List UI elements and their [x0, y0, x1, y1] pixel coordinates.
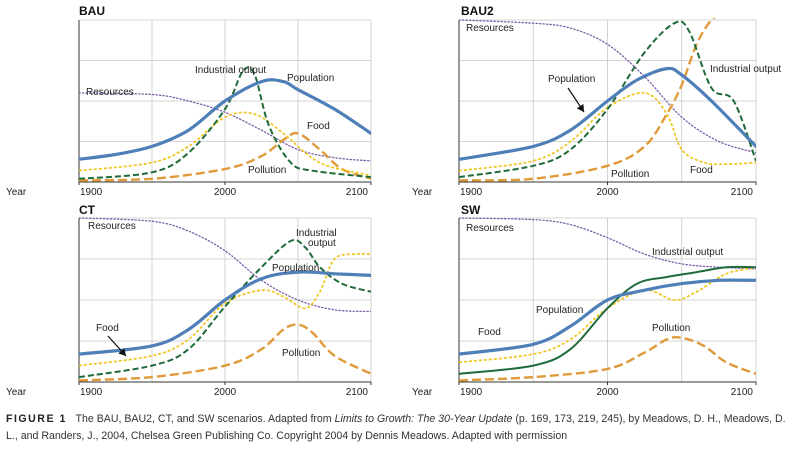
x-tick-label: 1900 — [80, 187, 103, 198]
series-pollution — [459, 18, 716, 182]
x-tick-label: 2100 — [346, 187, 369, 198]
annotation-label: Industrial output — [710, 64, 781, 75]
x-axis-prefix: Year — [412, 387, 433, 398]
chart-sw: SW Year 1900 2000 2100 Resources Industrial ou… — [412, 203, 757, 398]
series-resources — [459, 217, 756, 270]
x-tick-label: 1900 — [460, 187, 483, 198]
chart-bau2: BAU2 Year 1900 2000 2100 Resources Population I… — [412, 4, 781, 198]
annotation-label: Resources — [466, 23, 514, 34]
annotation-label: Food — [690, 165, 713, 176]
series-group — [459, 18, 756, 182]
annotation-label: Industrial output — [195, 65, 266, 76]
series-resources — [459, 19, 756, 154]
x-tick-label: 2100 — [346, 387, 369, 398]
series-group — [459, 217, 756, 382]
x-axis-prefix: Year — [6, 387, 27, 398]
annotation-label: Resources — [86, 87, 134, 98]
annotation-label: Population — [536, 305, 583, 316]
series-population — [459, 66, 756, 161]
x-tick-label: 2000 — [596, 187, 619, 198]
annotation-label: Food — [478, 327, 501, 338]
series-pollution — [459, 335, 756, 382]
series-industrial-output — [459, 20, 756, 179]
annotation-label: Industrial output — [652, 247, 723, 258]
x-tick-label: 2100 — [731, 187, 754, 198]
annotation-label: Food — [307, 121, 330, 132]
series-pollution — [79, 323, 371, 382]
panel-title: BAU — [79, 4, 105, 18]
x-axis-prefix: Year — [412, 187, 433, 198]
series-pollution — [79, 131, 371, 182]
x-tick-label: 2100 — [731, 387, 754, 398]
caption-rest: (p. 169, 173, 219, 245), by Meadows, D. … — [6, 413, 786, 442]
annotation-label: output — [308, 238, 336, 249]
annotation-label: Industrial — [296, 228, 337, 239]
food-callout-arrow-head — [118, 348, 126, 356]
series-resources — [79, 217, 371, 313]
population-callout-arrow-head — [576, 103, 584, 112]
series-population — [79, 270, 371, 356]
panel-title: CT — [79, 203, 96, 217]
panel-title: SW — [461, 203, 481, 217]
annotation-label: Pollution — [652, 323, 690, 334]
annotation-label: Population — [272, 263, 319, 274]
annotation-label: Resources — [466, 223, 514, 234]
series-group — [79, 66, 371, 182]
annotation-label: Population — [548, 74, 595, 85]
x-axis-prefix: Year — [6, 187, 27, 198]
caption-text: The BAU, BAU2, CT, and SW scenarios. Ada… — [75, 413, 335, 425]
x-tick-label: 1900 — [460, 387, 483, 398]
series-population — [459, 278, 756, 356]
x-tick-label: 2000 — [214, 187, 237, 198]
annotation-label: Pollution — [282, 348, 320, 359]
charts-canvas: BAU Year 1900 2000 2100 Resources Industrial o… — [6, 4, 781, 398]
annotation-label: Food — [96, 323, 119, 334]
series-resources — [79, 92, 371, 162]
x-tick-label: 2000 — [596, 387, 619, 398]
series-industrial-output — [79, 239, 371, 379]
chart-ct: CT Year 1900 2000 2100 Resources Industrialout… — [6, 203, 372, 398]
series-food — [79, 252, 371, 367]
x-tick-label: 2000 — [214, 387, 237, 398]
x-tick-label: 1900 — [80, 387, 103, 398]
series-industrial-output — [459, 265, 756, 375]
series-population — [79, 78, 371, 161]
figure-caption: FIGURE 1 The BAU, BAU2, CT, and SW scena… — [6, 411, 786, 445]
caption-book-title: Limits to Growth: The 30-Year Update — [334, 413, 513, 425]
panel-title: BAU2 — [461, 4, 494, 18]
annotation-label: Population — [287, 73, 334, 84]
series-food — [79, 111, 371, 177]
figure-label: FIGURE 1 — [6, 413, 67, 425]
annotation-label: Resources — [88, 221, 136, 232]
annotation-label: Pollution — [611, 169, 649, 180]
series-food — [459, 92, 756, 172]
series-industrial-output — [79, 66, 371, 180]
annotation-label: Pollution — [248, 165, 286, 176]
series-group — [79, 217, 371, 382]
chart-bau: BAU Year 1900 2000 2100 Resources Industrial o… — [6, 4, 372, 198]
